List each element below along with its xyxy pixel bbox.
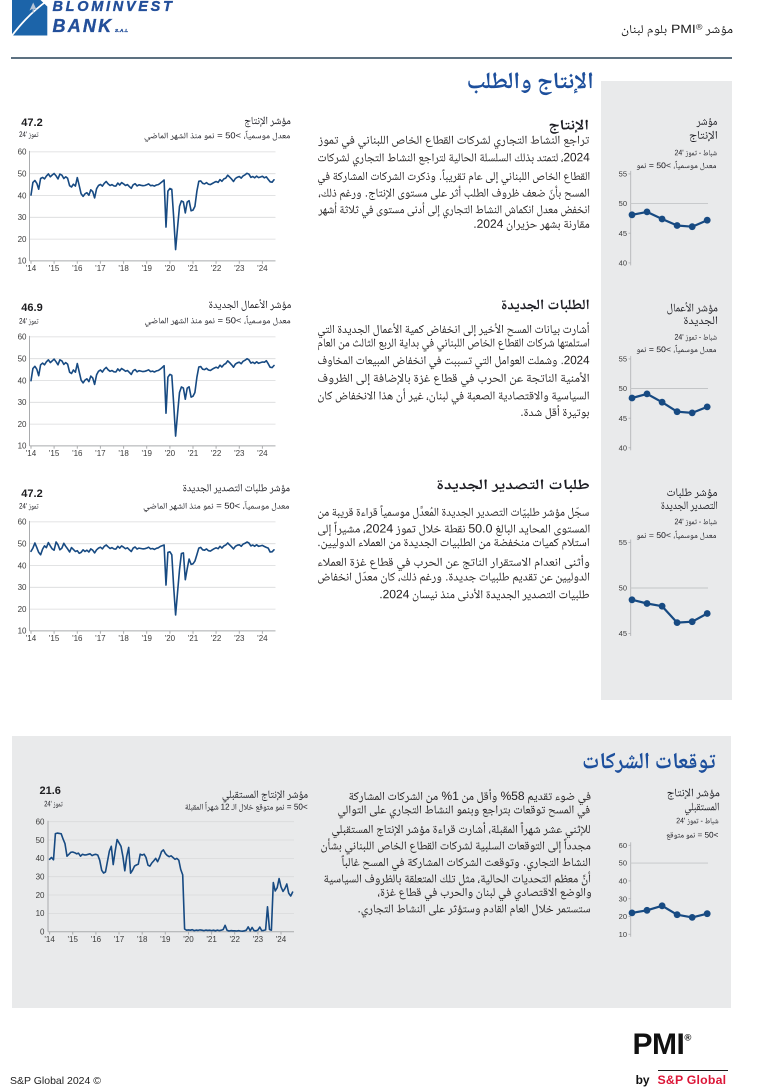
svg-text:'20: '20 — [165, 449, 176, 458]
svg-text:'17: '17 — [95, 634, 106, 643]
svg-text:50: 50 — [36, 836, 45, 845]
svg-text:'14: '14 — [26, 634, 37, 643]
svg-text:'16: '16 — [72, 449, 83, 458]
svg-text:20: 20 — [18, 605, 27, 614]
svg-text:'21: '21 — [188, 264, 199, 273]
svg-text:50: 50 — [619, 584, 627, 593]
svg-text:'22: '22 — [211, 264, 222, 273]
svg-text:'23: '23 — [234, 264, 245, 273]
svg-text:50: 50 — [18, 170, 27, 179]
svg-text:40: 40 — [619, 259, 627, 268]
svg-text:'15: '15 — [67, 935, 78, 944]
svg-text:40: 40 — [619, 877, 627, 886]
svg-text:40: 40 — [619, 443, 627, 452]
svg-text:'20: '20 — [183, 935, 194, 944]
svg-text:'14: '14 — [44, 935, 55, 944]
svg-text:'15: '15 — [49, 449, 60, 458]
svg-text:'24: '24 — [257, 264, 268, 273]
svg-text:30: 30 — [36, 873, 45, 882]
svg-text:50: 50 — [18, 540, 27, 549]
svg-text:'21: '21 — [206, 935, 217, 944]
svg-text:30: 30 — [18, 213, 27, 222]
svg-text:10: 10 — [619, 930, 627, 939]
svg-text:55: 55 — [619, 538, 627, 547]
svg-text:20: 20 — [619, 912, 627, 921]
svg-text:50: 50 — [619, 859, 627, 868]
svg-text:50: 50 — [619, 384, 627, 393]
svg-text:'17: '17 — [95, 264, 106, 273]
svg-text:10: 10 — [18, 627, 27, 636]
svg-text:'24: '24 — [276, 935, 287, 944]
svg-text:'16: '16 — [72, 634, 83, 643]
svg-text:40: 40 — [18, 191, 27, 200]
svg-text:'18: '18 — [118, 634, 129, 643]
svg-text:'19: '19 — [141, 449, 152, 458]
svg-text:'16: '16 — [91, 935, 102, 944]
svg-text:30: 30 — [619, 894, 627, 903]
svg-text:'19: '19 — [141, 264, 152, 273]
svg-text:55: 55 — [619, 355, 627, 364]
svg-text:40: 40 — [36, 854, 45, 863]
svg-text:0: 0 — [40, 928, 45, 937]
svg-text:60: 60 — [18, 518, 27, 527]
svg-text:30: 30 — [18, 398, 27, 407]
svg-text:40: 40 — [18, 376, 27, 385]
svg-text:'18: '18 — [137, 935, 148, 944]
svg-text:'19: '19 — [141, 634, 152, 643]
svg-text:10: 10 — [18, 442, 27, 451]
svg-text:45: 45 — [619, 229, 627, 238]
svg-text:'19: '19 — [160, 935, 171, 944]
svg-text:'20: '20 — [165, 634, 176, 643]
svg-text:50: 50 — [619, 199, 627, 208]
svg-text:55: 55 — [619, 170, 627, 179]
svg-text:'22: '22 — [229, 935, 240, 944]
svg-text:'18: '18 — [118, 264, 129, 273]
svg-text:'24: '24 — [257, 634, 268, 643]
svg-text:'21: '21 — [188, 449, 199, 458]
svg-text:10: 10 — [18, 257, 27, 266]
svg-text:60: 60 — [18, 333, 27, 342]
svg-text:45: 45 — [619, 414, 627, 423]
svg-text:'18: '18 — [118, 449, 129, 458]
svg-text:40: 40 — [18, 561, 27, 570]
svg-text:'15: '15 — [49, 264, 60, 273]
svg-text:'17: '17 — [114, 935, 125, 944]
svg-text:10: 10 — [36, 909, 45, 918]
svg-text:30: 30 — [18, 583, 27, 592]
svg-text:'23: '23 — [253, 935, 264, 944]
svg-text:20: 20 — [18, 420, 27, 429]
svg-text:'22: '22 — [211, 449, 222, 458]
svg-text:'22: '22 — [211, 634, 222, 643]
svg-text:20: 20 — [36, 891, 45, 900]
svg-text:'17: '17 — [95, 449, 106, 458]
svg-text:'23: '23 — [234, 634, 245, 643]
svg-text:50: 50 — [18, 355, 27, 364]
svg-text:'14: '14 — [26, 264, 37, 273]
svg-text:'24: '24 — [257, 449, 268, 458]
svg-text:20: 20 — [18, 235, 27, 244]
svg-text:'20: '20 — [165, 264, 176, 273]
svg-text:60: 60 — [18, 148, 27, 157]
svg-text:'15: '15 — [49, 634, 60, 643]
svg-text:45: 45 — [619, 629, 627, 638]
svg-text:'23: '23 — [234, 449, 245, 458]
svg-text:60: 60 — [36, 818, 45, 827]
svg-text:60: 60 — [619, 841, 627, 850]
svg-text:'14: '14 — [26, 449, 37, 458]
svg-text:'21: '21 — [188, 634, 199, 643]
svg-text:'16: '16 — [72, 264, 83, 273]
